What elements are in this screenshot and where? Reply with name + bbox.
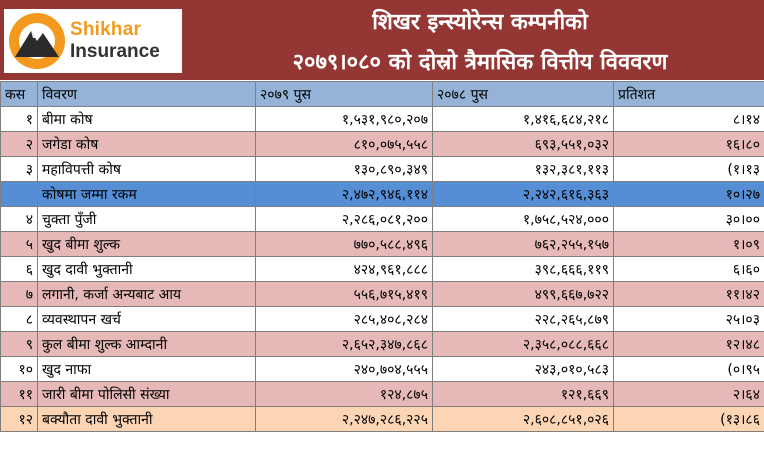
column-header-sn: कस [0,81,38,107]
header-banner: Shikhar Insurance शिखर इन्स्योरेन्स कम्प… [0,0,764,80]
row-percentage: २।६४ [613,381,764,407]
row-value-previous: १,७५८,५२४,००० [432,206,614,232]
row-serial-number: १ [0,106,38,132]
row-description: लगानी, कर्जा अन्यबाट आय [37,281,256,307]
row-value-previous: ७६२,२५५,१५७ [432,231,614,257]
row-serial-number: ८ [0,306,38,332]
row-value-previous: ४९९,६६७,७२२ [432,281,614,307]
table-row: १ बीमा कोष १,५३१,९८०,२०७ १,४१६,६८४,२१८ ८।१४ [0,106,764,132]
table-row: ४ चुक्ता पुँजी २,२८६,०८१,२०० १,७५८,५२४,००० ३… [0,206,764,232]
row-serial-number: ४ [0,206,38,232]
row-description: व्यवस्थापन खर्च [37,306,256,332]
row-description: बीमा कोष [37,106,256,132]
table-header-row: कस विवरण २०७९ पुस २०७८ पुस प्रतिशत [0,81,764,107]
row-serial-number: १२ [0,406,38,432]
row-percentage: २५।०३ [613,306,764,332]
row-percentage: ३०।०० [613,206,764,232]
row-value-current: २,६५२,३४७,८६८ [255,331,433,357]
row-serial-number: ६ [0,256,38,282]
row-value-previous: २,६०८,८५१,०२६ [432,406,614,432]
row-percentage: (१३।८६ [613,406,764,432]
table-row: ३ महाविपत्ती कोष १३०,८९०,३४९ १३२,३८१,११३ (१।… [0,156,764,182]
column-header-percentage: प्रतिशत [613,81,764,107]
row-value-previous: २४३,०१०,५८३ [432,356,614,382]
row-value-previous: २२८,२६५,८७९ [432,306,614,332]
row-description: महाविपत्ती कोष [37,156,256,182]
row-value-current: १२४,८७५ [255,381,433,407]
row-description: खुद दावी भुक्तानी [37,256,256,282]
row-value-previous: १२१,६६९ [432,381,614,407]
row-value-current: २८५,४०८,२८४ [255,306,433,332]
row-serial-number: १० [0,356,38,382]
row-percentage: (१।१३ [613,156,764,182]
table-row: १० खुद नाफा २४०,७०४,५५५ २४३,०१०,५८३ (०।९५ [0,356,764,382]
row-value-previous: ६९३,५५१,०३२ [432,131,614,157]
row-percentage: १६।८० [613,131,764,157]
row-percentage: १।०९ [613,231,764,257]
row-value-current: ८१०,०७५,५५८ [255,131,433,157]
table-row: ६ खुद दावी भुक्तानी ४२४,९६१,८८८ ३९८,६६६,११९… [0,256,764,282]
row-value-current: ४२४,९६१,८८८ [255,256,433,282]
row-value-current: २,२८६,०८१,२०० [255,206,433,232]
row-serial-number: ९ [0,331,38,357]
table-row: ९ कुल बीमा शुल्क आम्दानी २,६५२,३४७,८६८ २,३५… [0,331,764,357]
row-description: चुक्ता पुँजी [37,206,256,232]
logo-text-insurance: Insurance [70,41,160,62]
table-row: कोषमा जम्मा रकम २,४७२,९४६,११४ २,२४२,६१६,३६… [0,181,764,207]
row-percentage: (०।९५ [613,356,764,382]
row-percentage: १०।२७ [613,181,764,207]
financial-table: कस विवरण २०७९ पुस २०७८ पुस प्रतिशत १ बीमा… [0,81,764,432]
row-value-current: २,२४७,२८६,२२५ [255,406,433,432]
row-serial-number: ७ [0,281,38,307]
row-value-current: ५५६,७१५,४१९ [255,281,433,307]
row-value-previous: १,४१६,६८४,२१८ [432,106,614,132]
row-description: कुल बीमा शुल्क आम्दानी [37,331,256,357]
column-header-description: विवरण [37,81,256,107]
row-value-previous: ३९८,६६६,११९ [432,256,614,282]
row-value-previous: २,३५८,०८८,६६८ [432,331,614,357]
logo-text-shikhar: Shikhar [70,19,142,40]
mountain-logo-icon [9,13,65,69]
row-description: खुद नाफा [37,356,256,382]
row-percentage: ११।४२ [613,281,764,307]
page-subtitle: २०७९।०८० को दोस्रो त्रैमासिक वित्तीय विव… [292,50,668,75]
table-row: ८ व्यवस्थापन खर्च २८५,४०८,२८४ २२८,२६५,८७९ २५… [0,306,764,332]
table-row: ११ जारी बीमा पोलिसी संख्या १२४,८७५ १२१,६६९ २… [0,381,764,407]
table-row: ७ लगानी, कर्जा अन्यबाट आय ५५६,७१५,४१९ ४९९,६… [0,281,764,307]
company-logo: Shikhar Insurance [4,9,182,73]
column-header-previous-year: २०७८ पुस [432,81,614,107]
row-value-current: ७७०,५८८,४९६ [255,231,433,257]
row-description: खुद बीमा शुल्क [37,231,256,257]
row-description: जगेडा कोष [37,131,256,157]
row-description: कोषमा जम्मा रकम [37,181,256,207]
table-row: २ जगेडा कोष ८१०,०७५,५५८ ६९३,५५१,०३२ १६।८० [0,131,764,157]
row-serial-number: २ [0,131,38,157]
row-serial-number: ११ [0,381,38,407]
page-title: शिखर इन्स्योरेन्स कम्पनीको [372,10,588,35]
table-row: ५ खुद बीमा शुल्क ७७०,५८८,४९६ ७६२,२५५,१५७ १।०… [0,231,764,257]
row-percentage: १२।४८ [613,331,764,357]
column-header-current-year: २०७९ पुस [255,81,433,107]
row-value-current: १३०,८९०,३४९ [255,156,433,182]
row-description: बक्यौता दावी भुक्तानी [37,406,256,432]
row-description: जारी बीमा पोलिसी संख्या [37,381,256,407]
row-value-current: २,४७२,९४६,११४ [255,181,433,207]
row-value-previous: १३२,३८१,११३ [432,156,614,182]
row-value-current: २४०,७०४,५५५ [255,356,433,382]
row-serial-number [0,181,38,207]
row-percentage: ६।६० [613,256,764,282]
row-value-previous: २,२४२,६१६,३६३ [432,181,614,207]
row-serial-number: ३ [0,156,38,182]
table-row: १२ बक्यौता दावी भुक्तानी २,२४७,२८६,२२५ २,६०… [0,406,764,432]
row-value-current: १,५३१,९८०,२०७ [255,106,433,132]
row-serial-number: ५ [0,231,38,257]
row-percentage: ८।१४ [613,106,764,132]
